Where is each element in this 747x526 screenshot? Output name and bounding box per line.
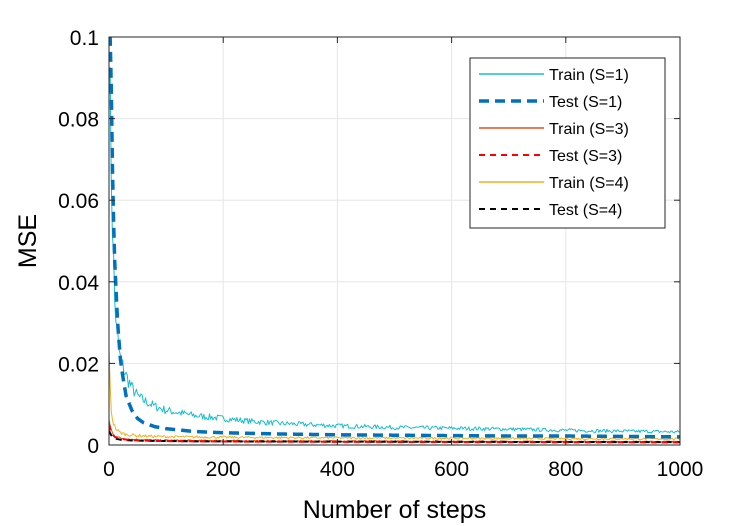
y-tick-label: 0.04 [58,272,99,295]
y-tick-label: 0.06 [58,190,99,213]
series-line-train-s-4 [109,349,680,441]
series-group [109,37,680,444]
x-tick-label: 1000 [657,458,704,481]
series-line-test-s-3 [109,424,680,444]
legend-entry-label: Train (S=4) [549,175,629,192]
y-tick-label: 0.1 [70,27,99,50]
legend-entry-label: Train (S=1) [549,67,629,84]
y-tick-label: 0 [87,435,99,458]
y-tick-label: 0.08 [58,109,99,132]
legend-entry-label: Test (S=4) [549,202,622,219]
y-tick-label: 0.02 [58,353,99,376]
x-tick-label: 600 [434,458,469,481]
x-axis-label: Number of steps [303,496,486,524]
legend: Train (S=1) Test (S=1) Train (S=3) Test (S=… [469,57,666,229]
legend-entry-label: Test (S=3) [549,148,622,165]
x-tick-label: 200 [206,458,241,481]
series-line-train-s-1 [109,67,680,434]
y-axis-label: MSE [14,214,42,268]
legend-box [469,57,666,229]
axis-ticks: 0 200 400 600 800 1000 0 0.02 0.04 0.06 0.08 0.1 [58,27,703,481]
plot-frame [108,36,681,446]
x-tick-label: 0 [103,458,115,481]
series-line-test-s-1 [109,37,680,439]
x-tick-label: 400 [320,458,355,481]
legend-entry-label: Train (S=3) [549,121,629,138]
x-tick-label: 800 [548,458,583,481]
legend-entry-label: Test (S=1) [549,94,622,111]
